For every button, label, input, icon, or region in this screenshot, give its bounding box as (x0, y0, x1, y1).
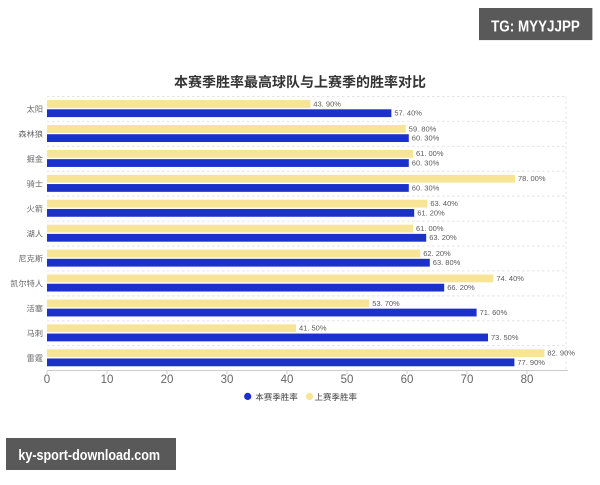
svg-text:10: 10 (101, 374, 114, 386)
svg-text:80: 80 (521, 374, 534, 386)
svg-text:63. 20%: 63. 20% (429, 233, 457, 242)
svg-text:20: 20 (161, 374, 174, 386)
svg-text:60. 30%: 60. 30% (412, 183, 440, 192)
svg-text:0: 0 (44, 374, 50, 386)
svg-text:40: 40 (281, 374, 294, 386)
svg-text:53. 70%: 53. 70% (372, 299, 400, 308)
svg-text:82. 90%: 82. 90% (547, 349, 575, 358)
svg-text:57. 40%: 57. 40% (394, 109, 422, 118)
svg-text:71. 60%: 71. 60% (480, 308, 508, 317)
svg-text:60. 30%: 60. 30% (412, 158, 440, 167)
svg-text:TG: MYYJJPP: TG: MYYJJPP (491, 18, 580, 35)
svg-text:74. 40%: 74. 40% (496, 274, 524, 283)
svg-text:60. 30%: 60. 30% (412, 134, 440, 143)
svg-text:73. 50%: 73. 50% (491, 333, 519, 342)
svg-text:61. 00%: 61. 00% (416, 224, 444, 233)
svg-text:61. 00%: 61. 00% (416, 149, 444, 158)
svg-text:43. 90%: 43. 90% (313, 99, 341, 108)
svg-text:60: 60 (401, 374, 414, 386)
svg-text:62. 20%: 62. 20% (423, 249, 451, 258)
svg-text:61. 20%: 61. 20% (417, 208, 445, 217)
svg-text:50: 50 (341, 374, 354, 386)
svg-text:66. 20%: 66. 20% (447, 283, 475, 292)
svg-text:ky-sport-download.com: ky-sport-download.com (18, 447, 160, 464)
svg-text:63. 80%: 63. 80% (433, 258, 461, 267)
svg-text:41. 50%: 41. 50% (299, 324, 327, 333)
svg-text:59. 80%: 59. 80% (409, 124, 437, 133)
svg-text:63. 40%: 63. 40% (430, 199, 458, 208)
svg-text:77. 90%: 77. 90% (517, 358, 545, 367)
svg-text:30: 30 (221, 374, 234, 386)
svg-text:78. 00%: 78. 00% (518, 174, 546, 183)
svg-text:70: 70 (461, 374, 474, 386)
